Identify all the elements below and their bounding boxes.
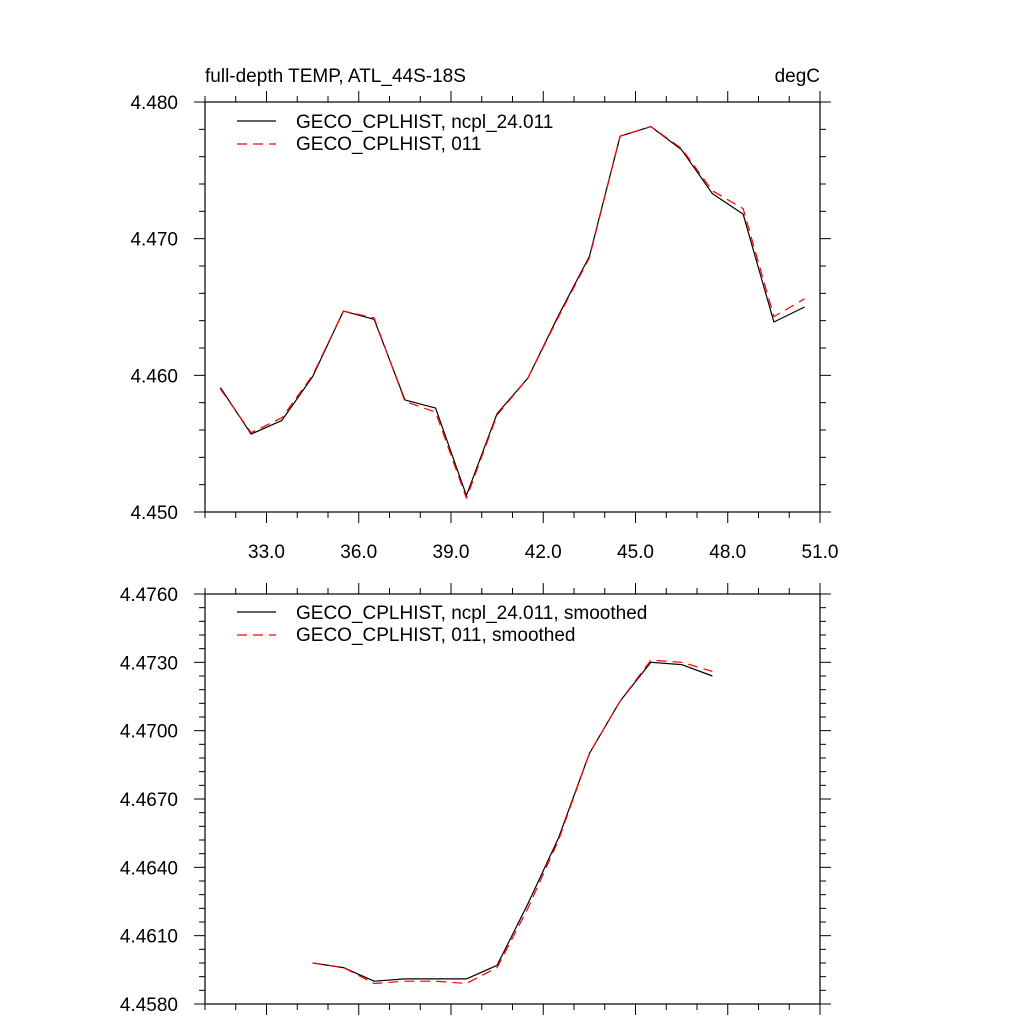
x-tick-label: 39.0	[433, 542, 470, 563]
series-line-0	[219, 125, 805, 497]
bottom-panel-frame	[204, 593, 821, 1005]
series-line-0	[312, 661, 713, 982]
bottom-panel-ticks: 4.4580 4.4610 4.4640 4.4670 4.4700 4.4730 4.47…	[120, 583, 831, 1016]
x-tick-label: 33.0	[248, 542, 285, 563]
x-tick-label: 48.0	[709, 542, 746, 563]
top-panel-series	[219, 125, 805, 499]
y-tick-label: 4.470	[130, 230, 178, 251]
chart-title: full-depth TEMP, ATL_44S-18S	[205, 66, 466, 87]
legend-entry-ncpl-smoothed: GECO_CPLHIST, ncpl_24.011, smoothed	[296, 603, 647, 624]
y-tick-label: 4.450	[130, 503, 178, 524]
legend-entry-ncpl: GECO_CPLHIST, ncpl_24.011	[296, 112, 553, 133]
y-tick-label: 4.4640	[120, 858, 178, 879]
bottom-panel-series	[312, 659, 713, 985]
y-tick-label: 4.4700	[120, 722, 178, 743]
y-tick-label: 4.4610	[120, 927, 178, 948]
series-line-1	[219, 125, 805, 499]
y-tick-label: 4.4580	[120, 995, 178, 1016]
y-tick-label: 4.460	[130, 366, 178, 387]
x-tick-label: 45.0	[617, 542, 654, 563]
top-panel-frame	[204, 101, 821, 513]
x-tick-label: 36.0	[340, 542, 377, 563]
y-tick-label: 4.4730	[120, 653, 178, 674]
y-tick-label: 4.4670	[120, 790, 178, 811]
top-legend: GECO_CPLHIST, ncpl_24.011 GECO_CPLHIST, …	[237, 112, 553, 155]
y-tick-label: 4.480	[130, 93, 178, 114]
legend-entry-011-smoothed: GECO_CPLHIST, 011, smoothed	[296, 625, 576, 646]
series-line-1	[312, 659, 713, 985]
units-label: degC	[775, 66, 820, 87]
bottom-legend: GECO_CPLHIST, ncpl_24.011, smoothed GECO…	[237, 603, 647, 646]
bottom-panel: 4.4580 4.4610 4.4640 4.4670 4.4700 4.4730 4.47…	[120, 583, 831, 1016]
top-panel-ticks: 4.450 4.460 4.470 4.480 33.0 36.0 39.0 42.0 45.0…	[130, 91, 838, 563]
legend-entry-011: GECO_CPLHIST, 011	[296, 134, 482, 155]
x-tick-label: 51.0	[802, 542, 839, 563]
y-tick-label: 4.4760	[120, 585, 178, 606]
top-panel: full-depth TEMP, ATL_44S-18S degC 4.4504…	[130, 66, 838, 563]
x-tick-label: 42.0	[525, 542, 562, 563]
